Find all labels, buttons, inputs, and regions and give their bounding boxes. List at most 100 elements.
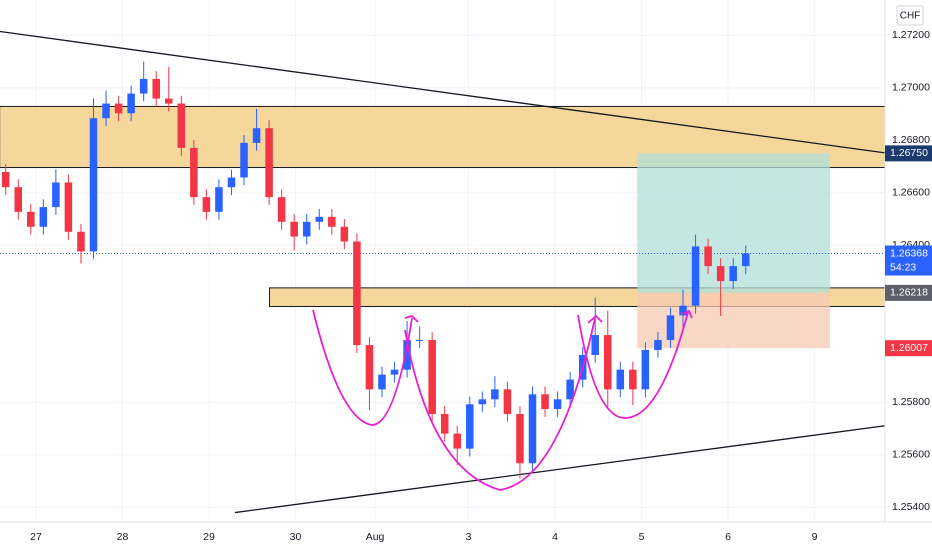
- candle-body: [603, 335, 612, 390]
- cup-curve: [404, 317, 596, 491]
- candle-body: [202, 197, 211, 212]
- loss-area: [637, 292, 831, 349]
- candle-body: [290, 221, 298, 237]
- candle-body: [478, 399, 487, 405]
- candle-body: [440, 413, 449, 434]
- x-tick-label: 5: [639, 531, 645, 543]
- arrow-head: [587, 314, 603, 324]
- candle-body: [716, 266, 725, 282]
- y-tick-label: 1.25600: [892, 449, 930, 461]
- candle-body: [190, 147, 198, 198]
- candle-body: [390, 369, 399, 375]
- candle-body: [566, 379, 574, 400]
- candle-body: [428, 340, 436, 414]
- arrow-head: [680, 309, 693, 319]
- candle-body: [328, 216, 336, 227]
- candle-body: [516, 413, 524, 464]
- candle-body: [741, 253, 750, 267]
- candle-body: [591, 335, 599, 355]
- candle-body: [729, 266, 737, 282]
- x-tick-label: 3: [466, 531, 472, 543]
- candle-body: [52, 182, 60, 208]
- price-label: 1.26007: [890, 342, 928, 354]
- candle-body: [315, 216, 324, 222]
- candle-body: [553, 399, 562, 410]
- candle-body: [666, 315, 675, 341]
- candle-body: [541, 394, 549, 410]
- drawings: [0, 30, 886, 514]
- candle-body: [265, 128, 273, 198]
- x-tick-label: 9: [812, 531, 818, 543]
- axes: 1.272001.270001.268001.266001.264001.258…: [30, 29, 932, 543]
- candle-body: [302, 221, 311, 237]
- cup-curve: [577, 311, 689, 419]
- y-tick-label: 1.27000: [892, 82, 930, 94]
- countdown-label: 54:23: [890, 261, 916, 273]
- trend-line: [0, 30, 886, 154]
- x-tick-label: 4: [552, 531, 558, 543]
- x-tick-label: 29: [203, 531, 215, 543]
- candle-body: [77, 231, 85, 252]
- candle-body: [127, 93, 135, 114]
- x-tick-label: 6: [725, 531, 731, 543]
- candle-body: [14, 187, 23, 212]
- price-label-bg: [885, 340, 932, 357]
- y-tick-label: 1.26800: [892, 134, 930, 146]
- candle-body: [277, 197, 286, 222]
- price-label-bg: [885, 245, 932, 276]
- candle-body: [654, 340, 662, 351]
- currency-box[interactable]: [896, 5, 924, 26]
- y-tick-label: 1.25800: [892, 396, 930, 408]
- candle-body: [528, 394, 537, 464]
- x-tick-label: 27: [30, 531, 42, 543]
- x-tick-label: Aug: [366, 531, 385, 543]
- y-tick-label: 1.25400: [892, 501, 930, 513]
- cup-curve: [312, 309, 413, 426]
- price-label: 1.26218: [890, 287, 928, 299]
- candle-body: [240, 142, 248, 178]
- candle-body: [252, 128, 261, 143]
- candle-body: [353, 241, 361, 346]
- candle-body: [114, 103, 123, 114]
- candle-body: [27, 211, 35, 227]
- candle-body: [616, 369, 625, 390]
- x-tick-label: 30: [290, 531, 302, 543]
- candle-body: [629, 369, 637, 390]
- candle-body: [39, 207, 48, 227]
- candles: [1, 61, 750, 479]
- price-label-bg: [885, 145, 932, 162]
- y-tick-label: 1.26600: [892, 186, 930, 198]
- candle-body: [466, 404, 474, 449]
- price-label: 1.26368: [890, 247, 928, 259]
- candle-body: [679, 305, 687, 316]
- candle-body: [227, 177, 236, 188]
- candle-body: [102, 103, 110, 119]
- candle-body: [177, 103, 186, 148]
- candle-body: [453, 433, 462, 449]
- y-tick-label: 1.27200: [892, 29, 930, 41]
- candle-body: [365, 345, 374, 390]
- candle-body: [152, 78, 160, 99]
- price-label-bg: [885, 284, 932, 301]
- candle-body: [64, 182, 73, 232]
- x-tick-label: 28: [117, 531, 129, 543]
- trend-line: [234, 425, 886, 514]
- candle-body: [378, 374, 386, 390]
- candle-body: [1, 171, 10, 188]
- price-label: 1.26750: [890, 147, 928, 159]
- candle-body: [641, 350, 650, 390]
- candle-body: [215, 187, 223, 212]
- candle-body: [139, 78, 148, 94]
- candle-body: [340, 226, 349, 242]
- candle-body: [503, 389, 512, 414]
- cup-pattern-drawings: [312, 309, 693, 491]
- arrow-head: [404, 314, 419, 323]
- candle-body: [403, 340, 411, 370]
- candle-body: [704, 246, 712, 267]
- currency-label: CHF: [900, 11, 921, 22]
- candle-body: [691, 246, 700, 306]
- candle-body: [491, 389, 499, 400]
- candle-body: [165, 98, 173, 104]
- candle-body: [415, 340, 424, 342]
